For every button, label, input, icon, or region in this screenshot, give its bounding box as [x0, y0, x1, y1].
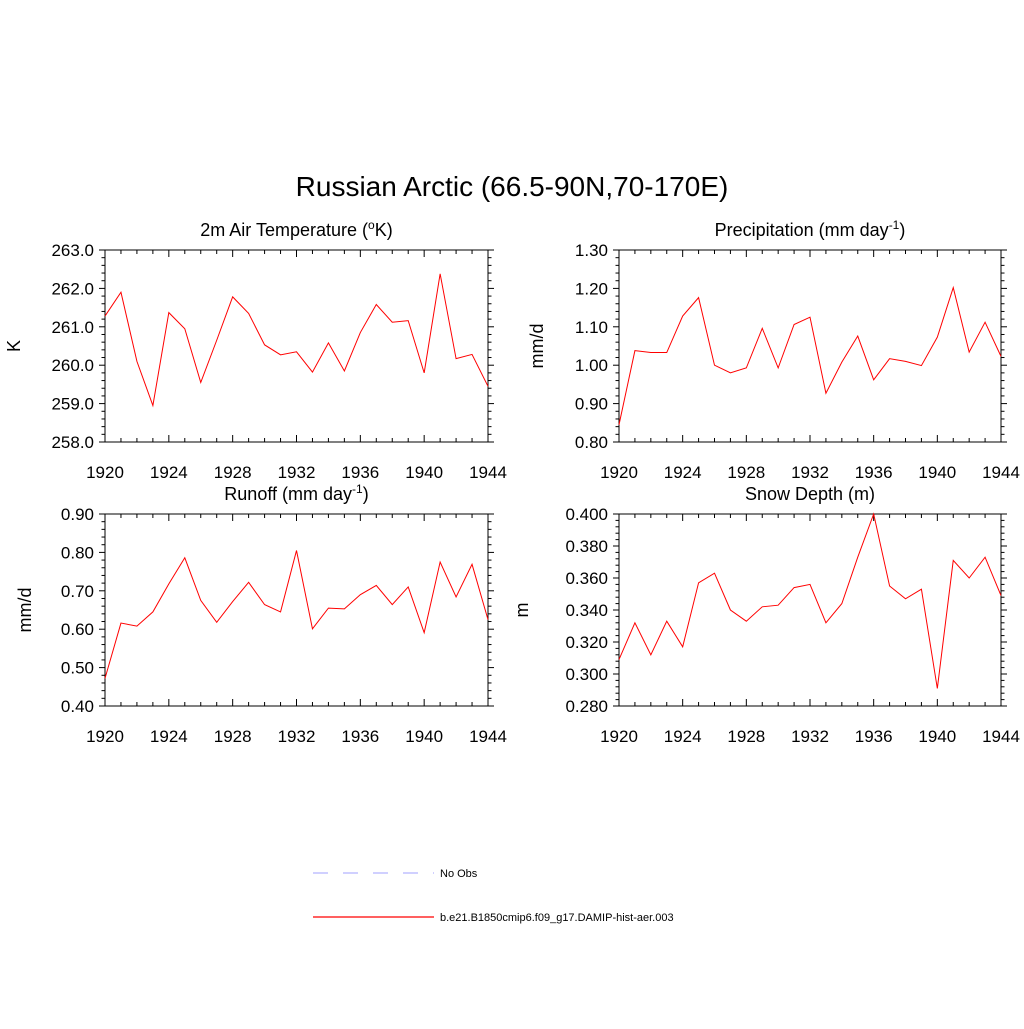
- x-tick-label: 1920: [600, 727, 638, 746]
- x-tick-label: 1944: [469, 727, 507, 746]
- x-tick-label: 1936: [855, 727, 893, 746]
- x-tick-label: 1924: [150, 727, 188, 746]
- series-line: [618, 512, 1002, 689]
- y-tick-label: 0.300: [565, 665, 608, 684]
- y-tick-label: 258.0: [51, 433, 94, 452]
- y-tick-label: 0.90: [575, 395, 608, 414]
- x-tick-label: 1944: [982, 727, 1020, 746]
- legend-label-model: b.e21.B1850cmip6.f09_g17.DAMIP-hist-aer.…: [440, 912, 674, 924]
- x-tick-label: 1928: [727, 463, 765, 482]
- plot-frame: [104, 513, 489, 707]
- y-tick-label: 0.320: [565, 633, 608, 652]
- series-line: [104, 273, 489, 408]
- y-tick-label: 1.20: [575, 279, 608, 298]
- x-tick-label: 1928: [214, 463, 252, 482]
- y-axis-label: K: [4, 340, 24, 352]
- legend-label-no-obs: No Obs: [440, 868, 478, 880]
- plot-frame: [104, 249, 489, 443]
- x-tick-label: 1940: [405, 727, 443, 746]
- y-tick-label: 0.70: [61, 582, 94, 601]
- x-tick-label: 1924: [150, 463, 188, 482]
- y-tick-label: 0.360: [565, 569, 608, 588]
- main-title: Russian Arctic (66.5-90N,70-170E): [296, 171, 729, 202]
- y-tick-label: 261.0: [51, 318, 94, 337]
- legend: No Obs b.e21.B1850cmip6.f09_g17.DAMIP-hi…: [313, 868, 674, 924]
- y-tick-label: 0.50: [61, 659, 94, 678]
- x-tick-label: 1940: [918, 463, 956, 482]
- y-tick-label: 259.0: [51, 395, 94, 414]
- x-tick-label: 1940: [405, 463, 443, 482]
- x-tick-label: 1936: [855, 463, 893, 482]
- y-tick-label: 0.80: [61, 543, 94, 562]
- x-tick-label: 1932: [278, 463, 316, 482]
- y-tick-label: 0.80: [575, 433, 608, 452]
- x-tick-label: 1928: [727, 727, 765, 746]
- y-tick-label: 1.30: [575, 241, 608, 260]
- y-tick-label: 1.00: [575, 356, 608, 375]
- panel-1: 1920 1924 1928 1932 1936 1940 1944 258.0 259.0 26…: [4, 218, 507, 482]
- panel-title: Runoff (mm day-1): [224, 482, 368, 504]
- y-axis-label: mm/d: [527, 324, 547, 369]
- panel-title: Snow Depth (m): [745, 484, 875, 504]
- y-axis-label: m: [512, 603, 532, 618]
- x-tick-label: 1944: [469, 463, 507, 482]
- x-tick-label: 1920: [86, 727, 124, 746]
- x-tick-label: 1932: [791, 463, 829, 482]
- series-line: [618, 285, 1002, 425]
- panel-title: 2m Air Temperature (oK): [200, 218, 392, 240]
- y-tick-label: 260.0: [51, 356, 94, 375]
- x-tick-label: 1924: [664, 727, 702, 746]
- panel-title: Precipitation (mm day-1): [715, 218, 906, 240]
- y-axis-label: mm/d: [15, 588, 35, 633]
- plot-frame: [618, 249, 1002, 443]
- series-line: [104, 550, 489, 679]
- y-tick-label: 262.0: [51, 279, 94, 298]
- x-tick-label: 1928: [214, 727, 252, 746]
- y-tick-label: 0.340: [565, 601, 608, 620]
- x-tick-label: 1920: [600, 463, 638, 482]
- plot-frame: [618, 513, 1002, 707]
- y-tick-label: 1.10: [575, 318, 608, 337]
- y-tick-label: 0.40: [61, 697, 94, 716]
- x-tick-label: 1932: [791, 727, 829, 746]
- y-tick-label: 0.380: [565, 537, 608, 556]
- y-tick-label: 0.280: [565, 697, 608, 716]
- x-tick-label: 1944: [982, 463, 1020, 482]
- panel-3: 1920 1924 1928 1932 1936 1940 1944 0.40 0.50 0.60…: [15, 482, 507, 746]
- y-tick-label: 0.400: [565, 505, 608, 524]
- x-tick-label: 1920: [86, 463, 124, 482]
- x-tick-label: 1924: [664, 463, 702, 482]
- x-tick-label: 1936: [341, 463, 379, 482]
- x-tick-label: 1932: [278, 727, 316, 746]
- y-tick-label: 0.60: [61, 620, 94, 639]
- y-tick-label: 0.90: [61, 505, 94, 524]
- x-tick-label: 1936: [341, 727, 379, 746]
- y-tick-label: 263.0: [51, 241, 94, 260]
- panel-2: 1920 1924 1928 1932 1936 1940 1944 0.80 0.90 1.00…: [527, 218, 1020, 482]
- panel-4: 1920 1924 1928 1932 1936 1940 1944 0.280 0.300 0.…: [512, 484, 1020, 746]
- x-tick-label: 1940: [918, 727, 956, 746]
